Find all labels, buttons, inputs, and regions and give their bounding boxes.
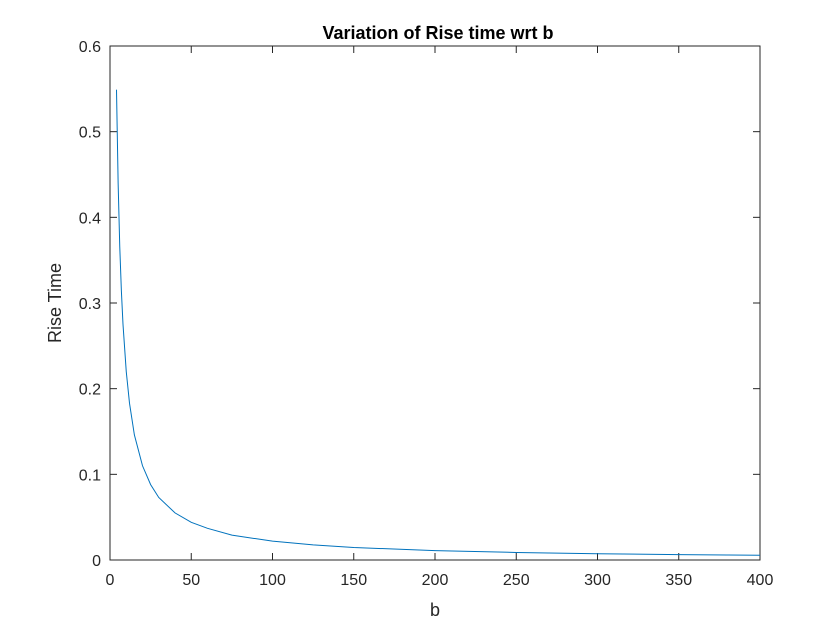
x-tick-label: 300 (584, 572, 611, 589)
series-group (116, 89, 761, 556)
x-tick-label: 150 (340, 572, 367, 589)
y-tick-label: 0.4 (79, 210, 101, 227)
series-line (116, 89, 761, 556)
x-tick-label: 350 (665, 572, 692, 589)
y-tick-label: 0.6 (79, 39, 101, 56)
y-tick-label: 0 (92, 553, 101, 570)
chart-title: Variation of Rise time wrt b (322, 23, 553, 43)
x-tick-label: 400 (747, 572, 774, 589)
y-tick-label: 0.1 (79, 467, 101, 484)
y-axis: 0 0.1 0.2 0.3 0.4 0.5 0.6 (79, 39, 760, 570)
y-tick-label: 0.3 (79, 296, 101, 313)
x-axis-label: b (430, 600, 440, 620)
x-tick-label: 0 (106, 572, 115, 589)
x-tick-label: 100 (259, 572, 286, 589)
axes-frame (109, 45, 761, 561)
x-tick-label: 250 (503, 572, 530, 589)
y-tick-label: 0.5 (79, 125, 101, 142)
x-axis: 0 50 100 150 200 250 300 350 400 (106, 46, 774, 589)
x-tick-label: 200 (422, 572, 449, 589)
y-axis-label: Rise Time (45, 263, 65, 343)
y-tick-label: 0.2 (79, 382, 101, 399)
plot-area: 0 50 100 150 200 250 300 350 400 0 0.1 0.2 0.3 0.4 0.… (79, 39, 774, 589)
x-tick-label: 50 (182, 572, 200, 589)
